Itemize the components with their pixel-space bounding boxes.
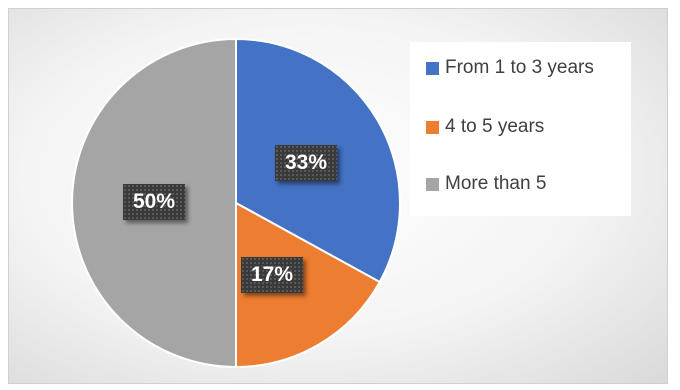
legend-label: 4 to 5 years: [445, 116, 545, 137]
legend-item-more-than-5: More than 5: [426, 172, 546, 196]
legend-swatch-orange: [426, 120, 439, 134]
pie-slice-4-to-5-years: [235, 201, 382, 369]
legend-item-from-1-to-3-years: From 1 to 3 years: [426, 56, 594, 80]
chart-area: From 1 to 3 years 4 to 5 years More than…: [8, 8, 668, 384]
data-label-from-1-to-3-years: 33%: [275, 145, 337, 181]
legend-label: More than 5: [445, 173, 547, 194]
legend-item-4-to-5-years: 4 to 5 years: [426, 115, 544, 139]
legend-label: From 1 to 3 years: [445, 57, 594, 78]
legend-swatch-gray: [426, 177, 439, 191]
legend: From 1 to 3 years 4 to 5 years More than…: [410, 42, 631, 216]
legend-swatch-blue: [426, 61, 439, 75]
data-label-more-than-5: 50%: [123, 184, 185, 220]
data-label-4-to-5-years: 17%: [241, 257, 303, 293]
